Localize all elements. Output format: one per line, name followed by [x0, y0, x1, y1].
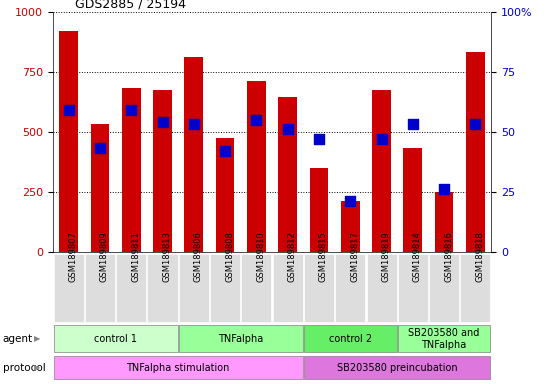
Text: GSM189814: GSM189814 [413, 232, 422, 282]
Point [95, 145, 104, 151]
Bar [153, 89, 172, 252]
Text: GSM189808: GSM189808 [225, 232, 234, 282]
Bar [147, 254, 177, 322]
Text: control 2: control 2 [329, 334, 372, 344]
Text: ▶: ▶ [33, 334, 40, 343]
Bar [335, 254, 365, 322]
Point [252, 116, 261, 122]
Point [127, 107, 136, 113]
Text: agent: agent [3, 334, 33, 344]
Bar [184, 57, 203, 252]
Bar [466, 52, 485, 252]
Text: GSM189809: GSM189809 [100, 232, 109, 282]
Bar [59, 31, 78, 252]
Bar [460, 254, 490, 322]
Text: TNFalpha stimulation: TNFalpha stimulation [127, 362, 230, 373]
Text: ▶: ▶ [33, 363, 40, 372]
Text: GSM189807: GSM189807 [69, 232, 78, 282]
Text: GSM189812: GSM189812 [288, 232, 297, 282]
Point [315, 136, 324, 142]
Bar [273, 254, 302, 322]
Bar [247, 81, 266, 252]
Bar [398, 325, 490, 353]
Bar [278, 97, 297, 252]
Bar [54, 356, 302, 379]
Text: GSM189811: GSM189811 [131, 232, 140, 282]
Text: GDS2885 / 25194: GDS2885 / 25194 [75, 0, 186, 10]
Text: GSM189819: GSM189819 [382, 232, 391, 282]
Bar [179, 325, 302, 353]
Point [220, 147, 229, 154]
Bar [90, 124, 109, 252]
Text: GSM189810: GSM189810 [256, 232, 266, 282]
Bar [242, 254, 271, 322]
Point [283, 126, 292, 132]
Point [189, 121, 198, 127]
Point [471, 121, 480, 127]
Text: GSM189813: GSM189813 [162, 232, 171, 282]
Bar [372, 89, 391, 252]
Bar [403, 148, 422, 252]
Bar [85, 254, 115, 322]
Text: GSM189815: GSM189815 [319, 232, 328, 282]
Bar [122, 88, 141, 252]
Bar [341, 201, 359, 252]
Bar [216, 137, 234, 252]
Text: SB203580 preincubation: SB203580 preincubation [337, 362, 458, 373]
Point [377, 136, 386, 142]
Point [64, 107, 73, 113]
Point [346, 198, 355, 204]
Bar [179, 254, 209, 322]
Text: GSM189806: GSM189806 [194, 232, 203, 282]
Text: GSM189818: GSM189818 [475, 232, 484, 282]
Point [158, 119, 167, 125]
Bar [54, 254, 84, 322]
Bar [435, 192, 454, 252]
Bar [304, 254, 334, 322]
Bar [54, 325, 177, 353]
Bar [304, 325, 397, 353]
Bar [367, 254, 397, 322]
Text: SB203580 and
TNFalpha: SB203580 and TNFalpha [408, 328, 480, 350]
Bar [304, 356, 490, 379]
Point [408, 121, 417, 127]
Text: TNFalpha: TNFalpha [218, 334, 263, 344]
Bar [116, 254, 146, 322]
Bar [210, 254, 240, 322]
Text: protocol: protocol [3, 362, 46, 373]
Text: GSM189817: GSM189817 [350, 232, 359, 282]
Bar [310, 167, 328, 252]
Point [440, 186, 449, 192]
Bar [398, 254, 428, 322]
Bar [429, 254, 459, 322]
Text: control 1: control 1 [94, 334, 137, 344]
Text: GSM189816: GSM189816 [444, 232, 453, 282]
